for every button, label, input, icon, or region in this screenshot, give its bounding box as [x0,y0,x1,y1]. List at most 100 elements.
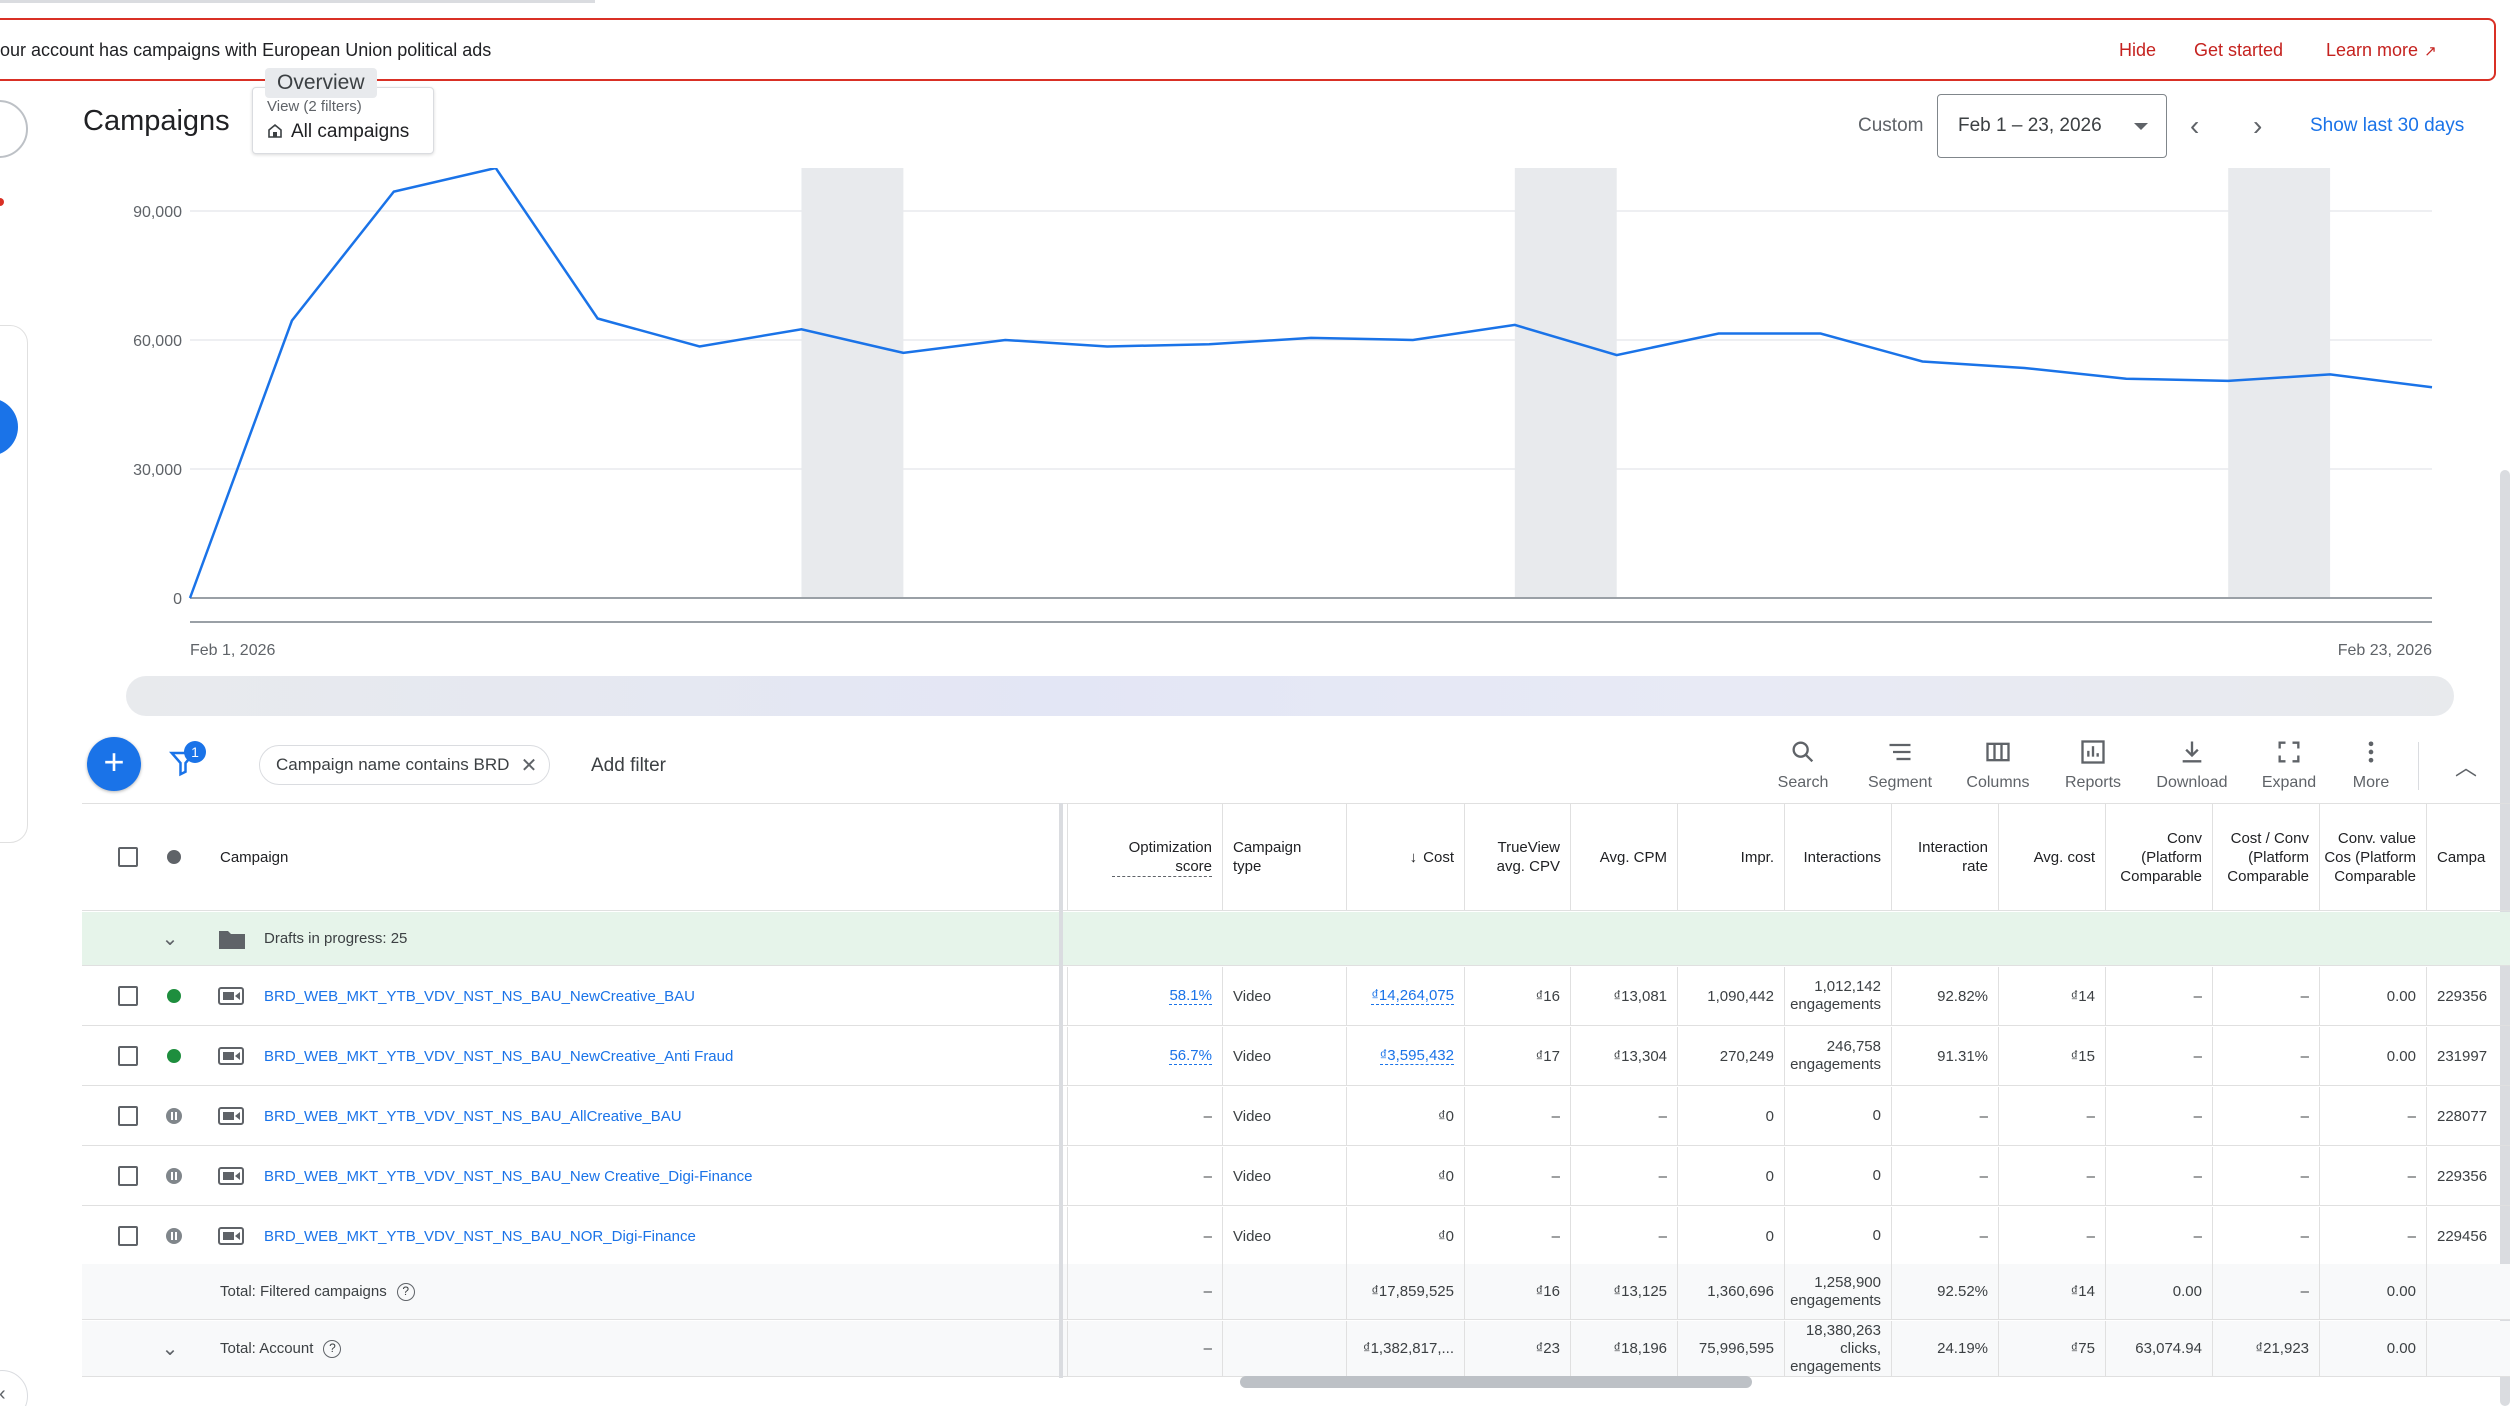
cost-value: ₫0 [1437,1167,1454,1185]
search-tool-button[interactable]: Search [1773,738,1833,792]
status-cell[interactable] [154,967,194,1025]
campaign-name-link[interactable]: BRD_WEB_MKT_YTB_VDV_NST_NS_BAU_NewCreati… [254,1027,1054,1085]
optimization-score-header[interactable]: Optimization score [1067,804,1223,910]
x-end-label: Feb 23, 2026 [2338,642,2432,659]
status-cell[interactable] [154,1207,194,1265]
expand-tool-button[interactable]: Expand [2256,738,2322,792]
get-started-button[interactable]: Get started [2194,40,2284,60]
cost-per-conversion-header[interactable]: Cost / Conv (Platform Comparable [2213,804,2320,910]
date-range-slider[interactable] [126,676,2454,716]
trueview-cpv-header[interactable]: TrueView avg. CPV [1465,804,1571,910]
interactions-count: 0 [1872,1227,1881,1244]
status-cell[interactable] [154,1087,194,1145]
date-range-picker[interactable]: Feb 1 – 23, 2026 [1937,94,2167,158]
total-account-rate: 24.19% [1892,1321,1999,1376]
campaign-id-header[interactable]: Campa [2437,848,2486,866]
cost-per-conversion-header-label: Cost / Conv (Platform Comparable [2227,829,2309,885]
conversions-header[interactable]: Conv (Platform Comparable [2106,804,2213,910]
rail-menu-button[interactable] [0,100,28,158]
interaction-rate-header[interactable]: Interaction rate [1892,804,1999,910]
table-row[interactable]: BRD_WEB_MKT_YTB_VDV_NST_NS_BAU_New Creat… [82,1147,2510,1206]
campaign-name-link[interactable]: BRD_WEB_MKT_YTB_VDV_NST_NS_BAU_AllCreati… [254,1087,1054,1145]
impressions-header[interactable]: Impr. [1678,804,1785,910]
campaign-name-link[interactable]: BRD_WEB_MKT_YTB_VDV_NST_NS_BAU_NewCreati… [254,967,1054,1025]
campaign-name-link[interactable]: BRD_WEB_MKT_YTB_VDV_NST_NS_BAU_NOR_Digi-… [254,1207,1054,1265]
help-icon[interactable]: ? [323,1339,342,1358]
row-checkbox[interactable] [118,1226,138,1246]
video-campaign-icon [218,1087,248,1145]
avg-cost-header[interactable]: Avg. cost [1999,804,2106,910]
status-enabled-icon [167,1049,181,1063]
close-icon[interactable]: ✕ [520,755,538,777]
show-last-30-days-link[interactable]: Show last 30 days [2310,115,2465,136]
conversion-value-cost-header-label: Conv. value Cos (Platform Comparable [2324,829,2416,885]
total-filtered-type [1223,1264,1347,1319]
campaign-name-link[interactable]: BRD_WEB_MKT_YTB_VDV_NST_NS_BAU_New Creat… [254,1147,1054,1205]
trueview-cpv-header-label: TrueView avg. CPV [1496,839,1560,875]
interaction-rate-cell: – [1892,1207,1999,1265]
next-period-button[interactable]: › [2253,110,2263,141]
cost-value: ₫0 [1437,1227,1454,1245]
learn-more-link[interactable]: Learn more ↗ [2326,40,2437,61]
total-filtered-cost: ₫17,859,525 [1347,1264,1465,1319]
chevron-down-icon[interactable]: ⌄ [161,928,179,950]
drafts-row[interactable]: ⌄ Drafts in progress: 25 [82,912,2510,966]
row-checkbox[interactable] [118,986,138,1006]
cpm-cell: – [1571,1087,1678,1145]
toolbar-divider [2418,742,2419,790]
campaign-header[interactable]: Campaign [220,848,289,866]
avg-cost-cell: – [1999,1087,2106,1145]
interactions-header[interactable]: Interactions [1785,804,1892,910]
total-filtered-label-text: Total: Filtered campaigns [220,1283,387,1300]
conversion-value-cost-header[interactable]: Conv. value Cos (Platform Comparable [2320,804,2427,910]
chevron-down-icon[interactable]: ⌄ [161,1338,179,1360]
reports-icon [2081,740,2105,764]
row-checkbox[interactable] [118,1106,138,1126]
cost-per-conversion-cell: – [2213,1207,2320,1265]
impressions-cell: 270,249 [1678,1027,1785,1085]
filter-chip[interactable]: Campaign name contains BRD ✕ [259,745,551,785]
view-selector[interactable]: View (2 filters) All campaigns [252,87,434,154]
create-button[interactable] [0,398,18,456]
more-tool-button[interactable]: More [2346,738,2396,792]
download-tool-button[interactable]: Download [2150,738,2234,792]
table-row[interactable]: BRD_WEB_MKT_YTB_VDV_NST_NS_BAU_AllCreati… [82,1087,2510,1146]
total-account-opt: – [1067,1321,1223,1376]
cost-link[interactable]: ₫14,264,075 [1371,987,1454,1005]
reports-tool-button[interactable]: Reports [2056,738,2130,792]
avg-cpm-header[interactable]: Avg. CPM [1571,804,1678,910]
row-select-cell [108,967,148,1025]
table-row[interactable]: BRD_WEB_MKT_YTB_VDV_NST_NS_BAU_NOR_Digi-… [82,1207,2510,1266]
add-filter-button[interactable]: Add filter [591,755,666,776]
status-cell[interactable] [154,1147,194,1205]
table-row[interactable]: BRD_WEB_MKT_YTB_VDV_NST_NS_BAU_NewCreati… [82,967,2510,1026]
campaign-type-header[interactable]: Campaign type [1223,804,1347,910]
table-row[interactable]: BRD_WEB_MKT_YTB_VDV_NST_NS_BAU_NewCreati… [82,1027,2510,1086]
status-cell[interactable] [154,1027,194,1085]
cost-link[interactable]: ₫3,595,432 [1379,1047,1454,1065]
overview-tooltip: Overview [265,68,377,98]
hide-banner-button[interactable]: Hide [2119,40,2157,60]
loading-bar [0,0,595,3]
cost-per-conversion-cell: – [2213,1087,2320,1145]
row-checkbox[interactable] [118,1046,138,1066]
horizontal-scrollbar[interactable] [1240,1376,1752,1388]
previous-period-button[interactable]: ‹ [2190,110,2200,141]
add-campaign-button[interactable]: + [87,737,141,791]
interactions-cell: 1,012,142 engagements [1785,967,1892,1025]
optimization-score-link[interactable]: 58.1% [1169,987,1212,1005]
table-header-row: Campaign Optimization score Campaign typ… [82,803,2510,911]
chevron-up-icon[interactable]: ︿ [2455,755,2478,780]
row-checkbox[interactable] [118,1166,138,1186]
segment-tool-button[interactable]: Segment [1862,738,1938,792]
video-campaign-icon [218,1147,248,1205]
cost-header[interactable]: ↓ Cost [1347,804,1465,910]
optimization-score-link[interactable]: 56.7% [1169,1047,1212,1065]
select-all-checkbox[interactable] [118,847,138,867]
total-account-int-count: 18,380,263 [1805,1321,1881,1339]
help-icon[interactable]: ? [396,1282,415,1301]
campaign-id-cell: 229356 [2437,1167,2488,1185]
columns-tool-button[interactable]: Columns [1960,738,2036,792]
collapse-rail-button[interactable]: ‹ [0,1370,28,1406]
